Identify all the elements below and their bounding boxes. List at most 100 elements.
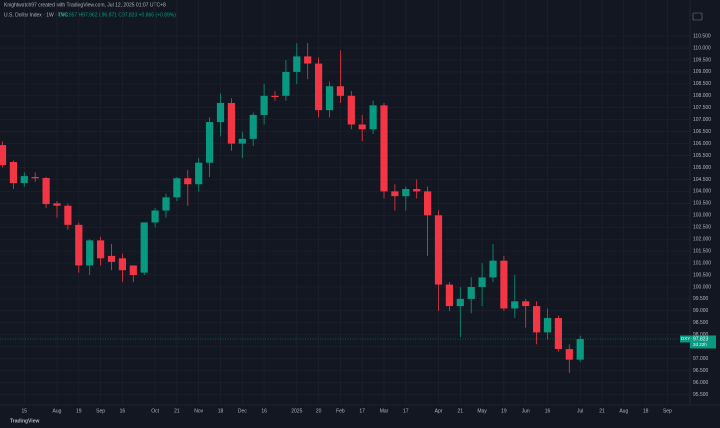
candle-body [402, 189, 410, 197]
candle-body [456, 298, 464, 307]
candle-body [282, 71, 290, 96]
candle-body [391, 191, 399, 197]
candle-body [86, 240, 94, 266]
candle-body [315, 63, 323, 111]
symbol-tag: DXY [681, 336, 690, 341]
x-tick-label: Apr [435, 408, 443, 414]
footer-logo: TradingView [10, 418, 39, 424]
candle-body [413, 189, 421, 192]
ohlc-legend: O96.957 H97.962 L96.871 C97.823 +0.866 (… [58, 12, 176, 18]
x-tick-label: 15 [22, 408, 28, 414]
y-tick-label: 108.500 [693, 81, 711, 87]
candle-body [304, 56, 312, 64]
candle-body [107, 255, 116, 262]
y-tick-label: 110.500 [693, 33, 711, 39]
x-tick-label: Sep [663, 408, 672, 414]
x-tick-label: 18 [643, 408, 649, 414]
candle-body [162, 197, 170, 211]
candle-body [0, 145, 7, 166]
candle-body [434, 215, 443, 285]
candle-body [380, 105, 388, 192]
candle-body [97, 240, 105, 259]
y-tick-label: 99.000 [693, 308, 709, 314]
y-tick-label: 101.000 [693, 260, 711, 266]
price-tag-box [690, 335, 716, 349]
x-tick-label: 17 [359, 408, 365, 414]
y-tick-label: 97.000 [693, 356, 709, 362]
y-tick-label: 98.000 [693, 332, 709, 338]
candle-body [227, 102, 235, 144]
symbol-tag-box [680, 335, 690, 343]
candle-body [140, 222, 148, 273]
x-tick-label: 16 [545, 408, 551, 414]
settings-icon[interactable] [692, 12, 703, 21]
x-tick-label: 16 [261, 408, 267, 414]
x-tick-label: 17 [403, 408, 409, 414]
candle-body [533, 306, 541, 333]
y-tick-label: 103.500 [693, 201, 711, 207]
candle-body [554, 318, 562, 350]
y-tick-label: 100.000 [693, 284, 711, 290]
y-tick-label: 105.500 [693, 153, 711, 159]
x-tick-label: Feb [336, 408, 345, 414]
candle-body [522, 301, 530, 307]
candle-body [173, 178, 181, 198]
candle-body [129, 265, 137, 276]
x-tick-label: 2025 [291, 408, 302, 414]
candle-body [467, 286, 475, 299]
x-tick-label: Jul [577, 408, 583, 414]
y-tick-label: 96.500 [693, 368, 709, 374]
y-tick-label: 105.000 [693, 165, 711, 171]
candle-body [293, 56, 301, 72]
y-tick-label: 100.500 [693, 272, 711, 278]
x-tick-label: 19 [501, 408, 507, 414]
candle-body [358, 124, 366, 130]
y-tick-label: 103.000 [693, 213, 711, 219]
candle-body [118, 258, 126, 271]
y-tick-label: 104.500 [693, 177, 711, 183]
candle-body [216, 102, 225, 123]
candle-body [260, 95, 268, 115]
y-tick-label: 107.000 [693, 117, 711, 123]
y-tick-label: 106.000 [693, 141, 711, 147]
candle-body [543, 318, 552, 333]
x-tick-label: Nov [194, 408, 203, 414]
candle-body [9, 162, 17, 184]
x-tick-label: 18 [218, 408, 224, 414]
x-tick-label: 21 [458, 408, 464, 414]
y-tick-label: 106.500 [693, 129, 711, 135]
candle-body [151, 210, 159, 223]
symbol-title: U.S. Dollar Index · 1W · TVC [4, 12, 68, 18]
y-tick-label: 98.500 [693, 320, 709, 326]
x-tick-label: Jun [522, 408, 530, 414]
y-tick-label: 96.000 [693, 380, 709, 386]
candle-body [64, 205, 72, 225]
price-tag: 97.823 [693, 336, 709, 342]
candle-body [325, 86, 334, 111]
candle-body [478, 277, 486, 287]
x-tick-label: Aug [619, 408, 628, 414]
candle-body [489, 260, 497, 278]
y-tick-label: 95.500 [693, 392, 709, 398]
candle-body [238, 138, 246, 144]
x-tick-label: Mar [380, 408, 389, 414]
candle-body [576, 338, 584, 360]
x-tick-label: Aug [53, 408, 62, 414]
y-tick-label: 101.500 [693, 248, 711, 254]
candle-body [249, 114, 257, 139]
candle-body [424, 191, 432, 216]
y-tick-label: 99.500 [693, 296, 709, 302]
candle-body [195, 162, 203, 185]
y-tick-label: 102.000 [693, 237, 711, 243]
candle-body [500, 260, 508, 309]
candle-body [511, 301, 519, 309]
y-tick-label: 104.000 [693, 189, 711, 195]
candle-body [31, 177, 39, 179]
x-tick-label: Sep [96, 408, 105, 414]
x-tick-label: 19 [76, 408, 82, 414]
candle-body [445, 284, 453, 307]
candle-body [336, 86, 344, 96]
